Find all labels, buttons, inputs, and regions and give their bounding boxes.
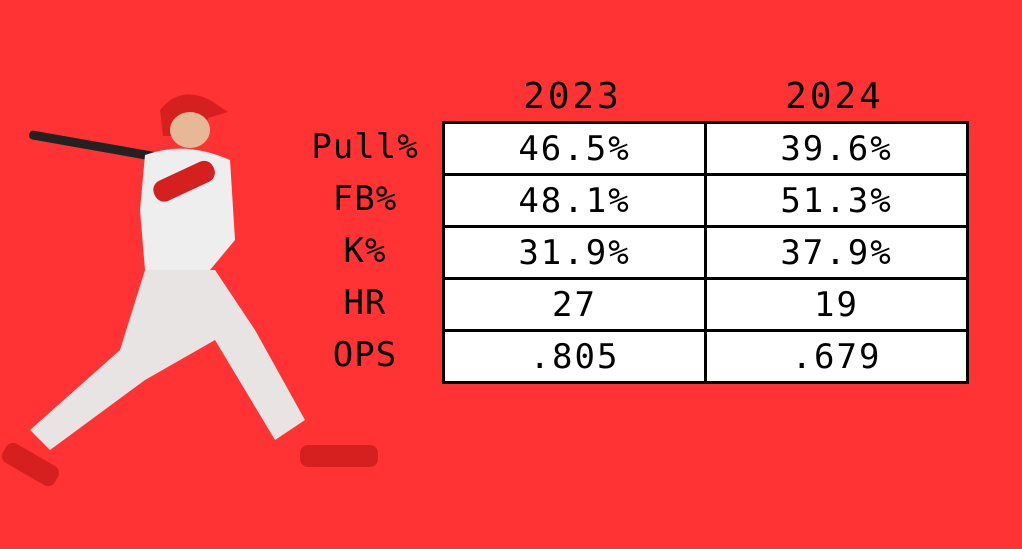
torso	[140, 148, 235, 270]
cell-pull-2024: 39.6%	[704, 121, 969, 176]
row-label-k: K%	[343, 231, 387, 271]
cell-ops-2024: .679	[704, 329, 969, 384]
column-header-2024: 2024	[785, 76, 884, 117]
table-row: 27 19	[442, 277, 969, 332]
row-label-pull: Pull%	[311, 127, 419, 167]
cell-ops-2023: .805	[442, 329, 707, 384]
stats-table: 46.5% 39.6% 48.1% 51.3% 31.9% 37.9% 27 19 .8…	[442, 121, 969, 384]
table-row: 48.1% 51.3%	[442, 173, 969, 228]
column-header-2023: 2023	[523, 76, 622, 117]
cell-hr-2024: 19	[704, 277, 969, 332]
shoe-back	[1, 442, 60, 487]
cell-fb-2023: 48.1%	[442, 173, 707, 228]
row-label-ops: OPS	[332, 335, 398, 375]
cell-fb-2024: 51.3%	[704, 173, 969, 228]
row-label-fb: FB%	[332, 179, 398, 219]
cell-k-2023: 31.9%	[442, 225, 707, 280]
row-label-hr: HR	[343, 283, 387, 323]
cell-pull-2023: 46.5%	[442, 121, 707, 176]
table-row: .805.679	[442, 329, 969, 384]
cell-hr-2023: 27	[442, 277, 707, 332]
head	[170, 112, 210, 148]
table-row: 46.5% 39.6%	[442, 121, 969, 176]
arm	[153, 160, 215, 202]
shoe-front	[300, 445, 378, 467]
cell-k-2024: 37.9%	[704, 225, 969, 280]
legs	[30, 270, 305, 450]
table-row: 31.9% 37.9%	[442, 225, 969, 280]
player-batting-image	[1, 94, 378, 487]
